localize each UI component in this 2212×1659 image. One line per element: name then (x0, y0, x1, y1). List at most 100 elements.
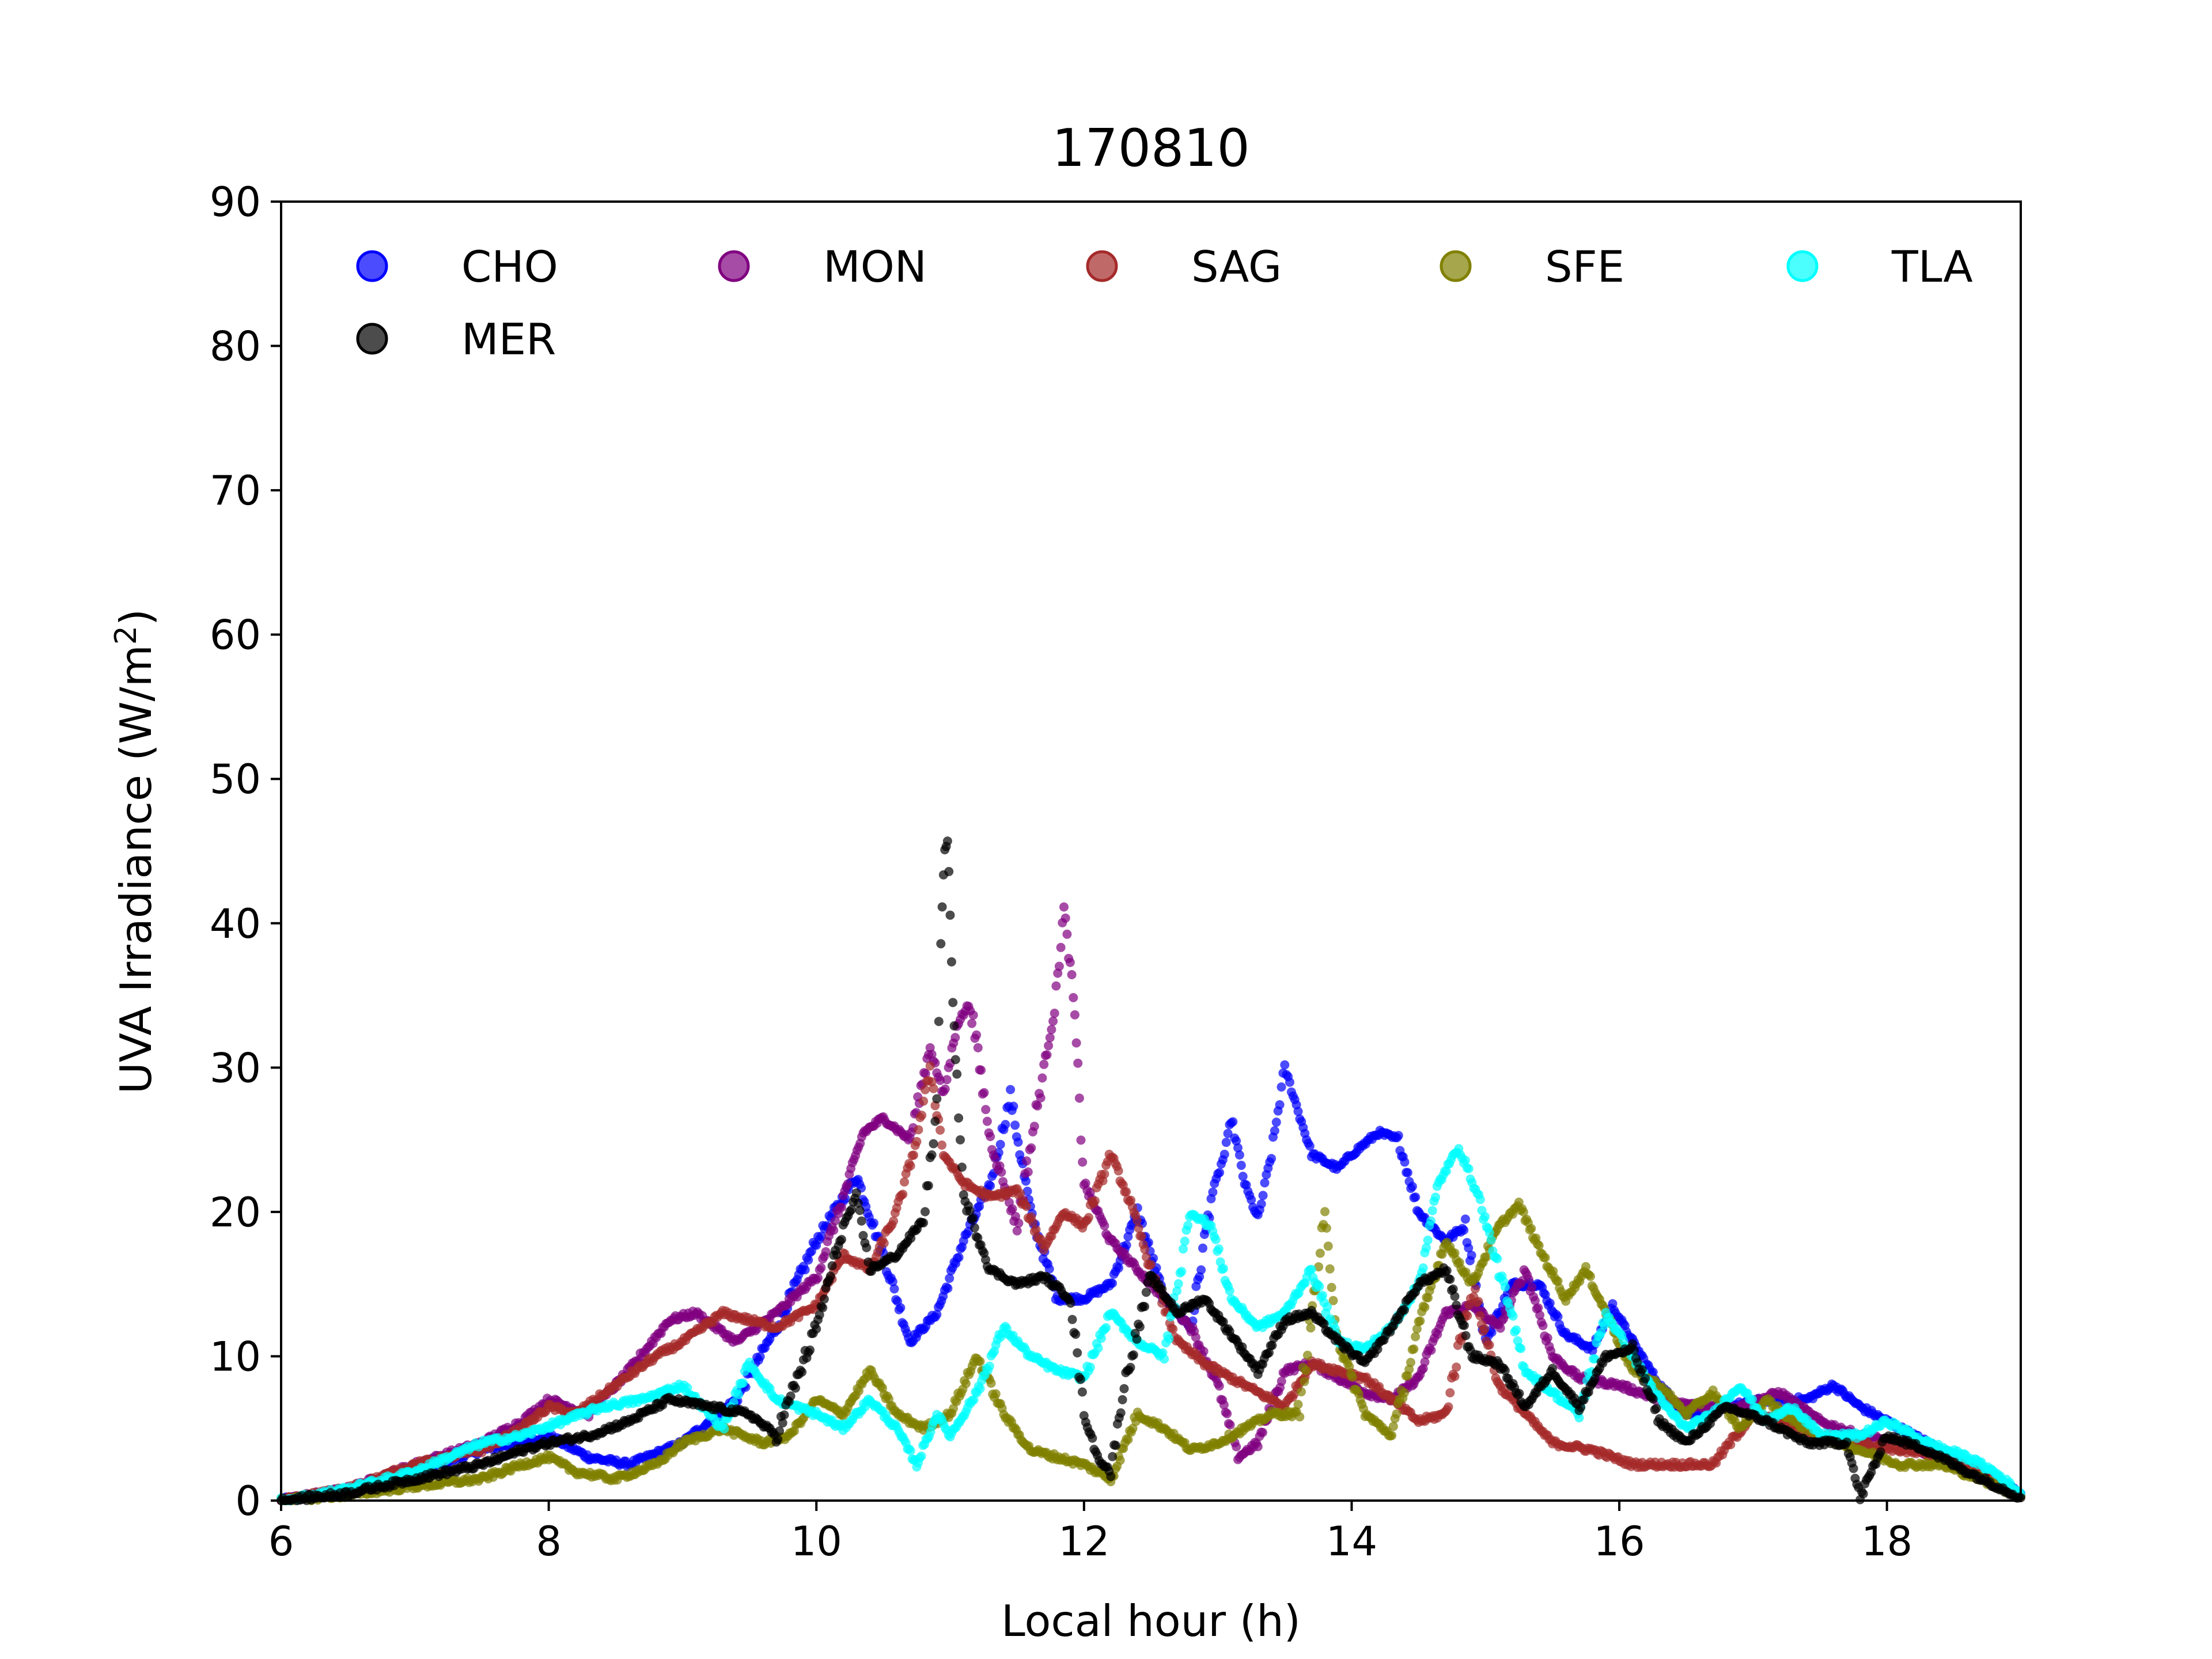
data-point-sfe (1387, 1431, 1397, 1440)
data-point-cho (1464, 1243, 1474, 1253)
data-point-cho (1208, 1187, 1218, 1197)
data-point-sag (906, 1161, 915, 1171)
data-point-mon (1076, 1135, 1086, 1145)
data-point-cho (1228, 1117, 1238, 1127)
data-point-cho (1022, 1187, 1032, 1196)
data-point-cho (1232, 1136, 1241, 1146)
data-point-sfe (1323, 1241, 1333, 1251)
data-point-sag (1132, 1215, 1142, 1225)
data-point-sfe (1301, 1366, 1311, 1376)
data-point-sag (1122, 1187, 1131, 1196)
data-point-sag (1474, 1297, 1483, 1306)
data-point-mon (921, 1069, 930, 1078)
data-point-mon (1420, 1357, 1430, 1367)
data-point-mon (1530, 1296, 1540, 1305)
data-point-mon (1045, 1033, 1055, 1043)
data-point-cho (1198, 1243, 1207, 1253)
data-point-mon (1056, 942, 1066, 952)
data-point-cho (1013, 1137, 1023, 1147)
data-point-cho (1280, 1060, 1290, 1070)
data-point-mon (1059, 902, 1069, 912)
data-point-cho (1196, 1265, 1206, 1275)
data-point-mon (1036, 1093, 1046, 1103)
data-point-tla (738, 1378, 748, 1388)
data-point-mon (942, 1075, 952, 1085)
data-point-cho (945, 1274, 955, 1283)
data-point-mon (1053, 968, 1063, 978)
data-point-sag (1726, 1440, 1736, 1449)
data-point-tla (1085, 1362, 1095, 1372)
data-point-cho (1271, 1118, 1281, 1127)
data-point-mon (1073, 1058, 1083, 1068)
data-point-sfe (1586, 1271, 1595, 1281)
data-point-cho (1467, 1251, 1476, 1260)
data-point-mon (1078, 1157, 1088, 1167)
data-point-sfe (1527, 1224, 1536, 1233)
data-point-mon (1074, 1093, 1084, 1103)
data-points (276, 836, 2025, 1505)
data-point-mon (1042, 1050, 1052, 1060)
data-point-sfe (1411, 1332, 1421, 1342)
data-point-sag (1113, 1166, 1123, 1176)
data-point-mon (981, 1105, 991, 1115)
data-point-cho (1001, 1120, 1010, 1130)
data-point-sfe (1300, 1377, 1309, 1387)
data-point-mon (1232, 1442, 1241, 1452)
data-point-cho (755, 1352, 765, 1361)
data-point-mon (1524, 1274, 1533, 1284)
data-point-cho (1411, 1192, 1421, 1202)
data-point-sfe (1297, 1387, 1306, 1397)
data-point-tla (1101, 1323, 1111, 1332)
data-point-mon (1277, 1376, 1286, 1386)
data-point-cho (816, 1232, 826, 1241)
data-point-mon (1535, 1310, 1545, 1320)
data-point-sfe (1409, 1344, 1419, 1354)
data-point-mon (1039, 1059, 1049, 1069)
data-point-tla (719, 1424, 729, 1434)
data-point-mon (1071, 1038, 1081, 1048)
data-point-cho (1460, 1214, 1470, 1224)
data-point-cho (889, 1284, 899, 1294)
data-point-mon (1214, 1381, 1224, 1391)
data-point-sag (1450, 1372, 1460, 1381)
data-point-mon (968, 1010, 978, 1020)
data-point-mon (843, 1179, 853, 1189)
data-point-mon (1012, 1226, 1022, 1236)
data-point-sfe (1320, 1207, 1330, 1217)
data-point-cho (1258, 1191, 1268, 1200)
data-point-cho (1393, 1131, 1403, 1141)
data-point-mon (990, 1153, 1000, 1163)
data-point-mon (813, 1273, 823, 1283)
data-point-cho (1553, 1312, 1563, 1321)
data-point-sag (1146, 1260, 1156, 1270)
data-point-mon (831, 1216, 840, 1226)
data-point-sag (879, 1238, 889, 1248)
data-point-sag (929, 1084, 938, 1093)
data-point-mon (1426, 1346, 1436, 1355)
data-point-sfe (1400, 1388, 1409, 1397)
data-point-cho (1247, 1195, 1256, 1205)
data-point-cho (1009, 1101, 1018, 1111)
data-point-cho (1236, 1161, 1246, 1170)
data-point-sfe (1293, 1400, 1303, 1410)
data-point-cho (1275, 1100, 1285, 1109)
data-point-cho (1108, 1278, 1117, 1288)
data-point-sfe (1420, 1302, 1430, 1312)
data-point-mon (1495, 1323, 1505, 1333)
data-point-sfe (1415, 1316, 1425, 1326)
data-point-mon (829, 1225, 839, 1235)
data-point-sag (898, 1190, 908, 1199)
data-point-cho (804, 1255, 813, 1265)
data-point-mon (1051, 981, 1061, 991)
data-point-cho (1219, 1149, 1229, 1159)
data-point-sag (919, 1096, 929, 1106)
data-point-sag (1084, 1213, 1093, 1222)
data-point-mon (816, 1263, 826, 1272)
data-point-sfe (1327, 1283, 1336, 1292)
data-point-mon (1048, 1016, 1058, 1026)
chart-title: 170810 (1052, 118, 1250, 179)
data-point-mon (1253, 1442, 1263, 1452)
data-point-mon (986, 1132, 995, 1141)
